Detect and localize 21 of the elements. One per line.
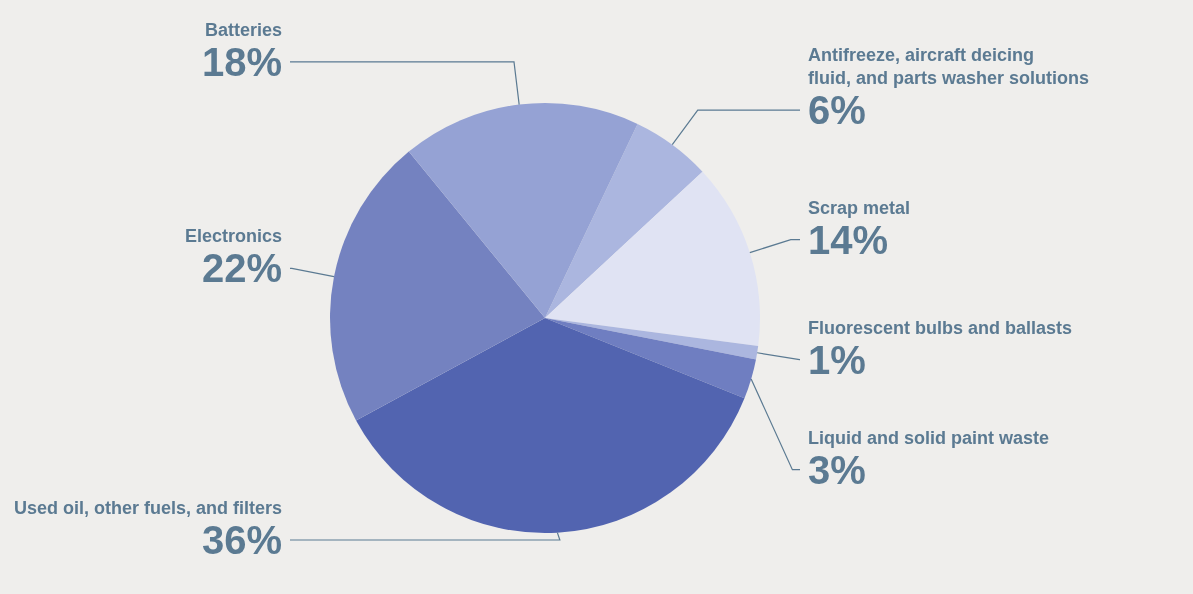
pie-slice <box>408 103 638 318</box>
data-label: 3% <box>808 448 866 492</box>
slice-label: Antifreeze, aircraft deicing fluid, and parts washer solutions <box>808 45 1090 89</box>
pie-slice <box>356 318 745 533</box>
pie-slice <box>545 171 760 347</box>
slice-label: Electronics <box>185 226 283 246</box>
slice-label: Liquid and solid paint waste <box>808 428 1050 448</box>
data-label: 22% <box>202 246 283 290</box>
slice-label: Used oil, other fuels, and filters <box>14 498 283 518</box>
data-label: 18% <box>202 40 283 84</box>
data-label: 6% <box>808 88 866 132</box>
pie-slice <box>330 151 545 421</box>
slice-label: Scrap metal <box>808 198 911 218</box>
data-label: 14% <box>808 218 889 262</box>
pie-slice <box>545 318 756 399</box>
data-label: 36% <box>202 518 283 562</box>
slice-label: Fluorescent bulbs and ballasts <box>808 318 1073 338</box>
pie-slice <box>545 318 759 360</box>
slice-label: Batteries <box>205 20 283 40</box>
data-label: 1% <box>808 338 866 382</box>
pie-slice <box>545 123 703 318</box>
